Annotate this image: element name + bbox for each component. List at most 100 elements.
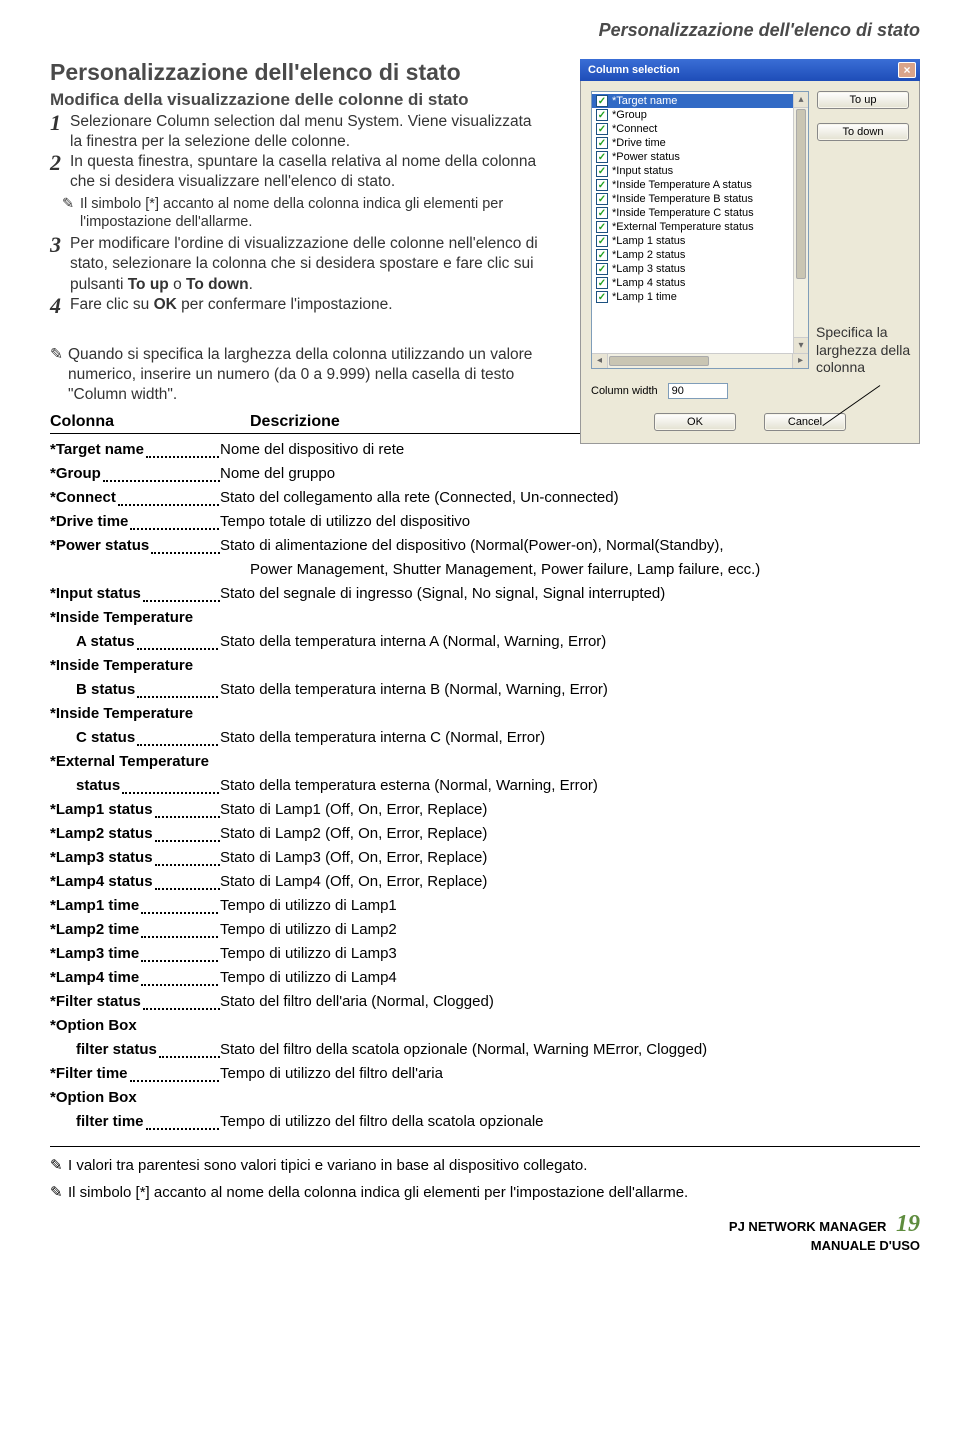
step-text: Per modificare l'ordine di visualizzazio… xyxy=(70,234,545,294)
checkbox-icon[interactable]: ✓ xyxy=(596,165,608,177)
list-item[interactable]: ✓*Lamp 1 time xyxy=(592,290,808,304)
checkbox-icon[interactable]: ✓ xyxy=(596,249,608,261)
list-item[interactable]: ✓ *Inside Temperature A status xyxy=(592,178,808,192)
column-width-input[interactable] xyxy=(668,383,728,399)
desc-label: *Power status xyxy=(50,534,220,558)
desc-text: Tempo di utilizzo di Lamp1 xyxy=(220,894,920,918)
list-item[interactable]: ✓ *Lamp 4 status xyxy=(592,276,808,290)
desc-text: Stato della temperatura interna C (Norma… xyxy=(220,726,920,750)
checkbox-icon[interactable]: ✓ xyxy=(596,207,608,219)
checkbox-icon[interactable]: ✓ xyxy=(596,193,608,205)
list-item[interactable]: ✓*External Temperature status xyxy=(592,220,808,234)
desc-text: Stato della temperatura interna B (Norma… xyxy=(220,678,920,702)
list-item[interactable]: ✓ *Target name xyxy=(592,94,808,108)
ok-button[interactable]: OK xyxy=(654,413,736,431)
desc-row: *Filter timeTempo di utilizzo del filtro… xyxy=(50,1062,920,1086)
to-up-button[interactable]: To up xyxy=(817,91,909,109)
desc-label: *Lamp4 status xyxy=(50,870,220,894)
desc-label: *Lamp2 status xyxy=(50,822,220,846)
desc-row: *Lamp1 timeTempo di utilizzo di Lamp1 xyxy=(50,894,920,918)
horizontal-scrollbar[interactable] xyxy=(592,353,808,368)
list-item[interactable]: ✓ *Input status xyxy=(592,164,808,178)
list-item[interactable]: ✓ *Lamp 3 status xyxy=(592,262,808,276)
list-item[interactable]: ✓ *Connect xyxy=(592,122,808,136)
desc-text: Stato di Lamp2 (Off, On, Error, Replace) xyxy=(220,822,920,846)
list-item[interactable]: ✓ *Inside Temperature B status xyxy=(592,192,808,206)
inline-note: ✎ Il simbolo [*] accanto al nome della c… xyxy=(62,195,545,233)
desc-label: *Target name xyxy=(50,438,220,462)
list-item-label: *Inside Temperature B status xyxy=(612,193,753,205)
desc-label: *Lamp1 time xyxy=(50,894,220,918)
step-1: 1 Selezionare Column selection dal menu … xyxy=(50,112,545,152)
desc-label: *Drive time xyxy=(50,510,220,534)
checkbox-icon[interactable]: ✓ xyxy=(596,137,608,149)
list-item-label: *Drive time xyxy=(612,137,666,149)
desc-row: *ConnectStato del collegamento alla rete… xyxy=(50,486,920,510)
dialog-title: Column selection xyxy=(588,64,680,76)
step-text: Selezionare Column selection dal menu Sy… xyxy=(70,112,545,152)
list-item-label: *Target name xyxy=(612,95,677,107)
column-listbox[interactable]: ✓*Target name✓*Group✓*Connect✓*Drive tim… xyxy=(591,91,809,369)
column-selection-dialog: Column selection × ✓*Target name✓*Group✓… xyxy=(580,59,920,444)
footer-line1: PJ NETWORK MANAGER xyxy=(729,1219,886,1234)
list-item-label: *Connect xyxy=(612,123,657,135)
vertical-scrollbar[interactable] xyxy=(793,92,808,353)
header-colonna: Colonna xyxy=(50,413,250,431)
desc-row: *Lamp2 statusStato di Lamp2 (Off, On, Er… xyxy=(50,822,920,846)
list-item-label: *Inside Temperature A status xyxy=(612,179,752,191)
checkbox-icon[interactable]: ✓ xyxy=(596,235,608,247)
desc-continuation: Power Management, Shutter Management, Po… xyxy=(50,558,920,582)
desc-text: Stato di alimentazione del dispositivo (… xyxy=(220,534,920,558)
checkbox-icon[interactable]: ✓ xyxy=(596,221,608,233)
desc-text: Stato del segnale di ingresso (Signal, N… xyxy=(220,582,920,606)
desc-text: Stato di Lamp1 (Off, On, Error, Replace) xyxy=(220,798,920,822)
checkbox-icon[interactable]: ✓ xyxy=(596,123,608,135)
to-down-button[interactable]: To down xyxy=(817,123,909,141)
checkbox-icon[interactable]: ✓ xyxy=(596,263,608,275)
desc-label: C status xyxy=(50,726,220,750)
list-item-label: *Lamp 3 status xyxy=(612,263,685,275)
desc-label: B status xyxy=(50,678,220,702)
desc-text: Stato del filtro dell'aria (Normal, Clog… xyxy=(220,990,920,1014)
desc-text: Stato del collegamento alla rete (Connec… xyxy=(220,486,920,510)
checkbox-icon[interactable]: ✓ xyxy=(596,95,608,107)
checkbox-icon[interactable]: ✓ xyxy=(596,277,608,289)
desc-text: Tempo di utilizzo di Lamp4 xyxy=(220,966,920,990)
checkbox-icon[interactable]: ✓ xyxy=(596,179,608,191)
dialog-titlebar[interactable]: Column selection × xyxy=(580,59,920,81)
list-item-label: *Lamp 4 status xyxy=(612,277,685,289)
list-item[interactable]: ✓*Lamp 2 status xyxy=(592,248,808,262)
desc-group: *Option Box xyxy=(50,1014,920,1038)
list-item[interactable]: ✓*Power status xyxy=(592,150,808,164)
list-item[interactable]: ✓ *Drive time xyxy=(592,136,808,150)
desc-row: C statusStato della temperatura interna … xyxy=(50,726,920,750)
list-item-label: *Lamp 1 status xyxy=(612,235,685,247)
section-subtitle: Modifica della visualizzazione delle col… xyxy=(50,90,545,110)
list-item-label: *Input status xyxy=(612,165,673,177)
desc-label: *Filter status xyxy=(50,990,220,1014)
desc-text: Tempo totale di utilizzo del dispositivo xyxy=(220,510,920,534)
desc-row: *Lamp3 timeTempo di utilizzo di Lamp3 xyxy=(50,942,920,966)
desc-label: status xyxy=(50,774,220,798)
desc-label: filter time xyxy=(50,1110,220,1134)
list-item[interactable]: ✓*Inside Temperature C status xyxy=(592,206,808,220)
step-number: 4 xyxy=(50,295,70,317)
pencil-icon: ✎ xyxy=(50,1155,68,1176)
checkbox-icon[interactable]: ✓ xyxy=(596,291,608,303)
desc-group: *External Temperature xyxy=(50,750,920,774)
desc-text: Tempo di utilizzo di Lamp2 xyxy=(220,918,920,942)
desc-text: Stato di Lamp4 (Off, On, Error, Replace) xyxy=(220,870,920,894)
list-item[interactable]: ✓ *Lamp 1 status xyxy=(592,234,808,248)
desc-text: Tempo di utilizzo del filtro della scato… xyxy=(220,1110,920,1134)
desc-label: *Group xyxy=(50,462,220,486)
desc-group: *Inside Temperature xyxy=(50,654,920,678)
list-item[interactable]: ✓*Group xyxy=(592,108,808,122)
checkbox-icon[interactable]: ✓ xyxy=(596,109,608,121)
desc-row: *Lamp2 timeTempo di utilizzo di Lamp2 xyxy=(50,918,920,942)
desc-label: *Lamp3 status xyxy=(50,846,220,870)
checkbox-icon[interactable]: ✓ xyxy=(596,151,608,163)
close-icon[interactable]: × xyxy=(898,62,916,78)
desc-label: A status xyxy=(50,630,220,654)
desc-text: Stato del filtro della scatola opzionale… xyxy=(220,1038,920,1062)
desc-label: *Filter time xyxy=(50,1062,220,1086)
